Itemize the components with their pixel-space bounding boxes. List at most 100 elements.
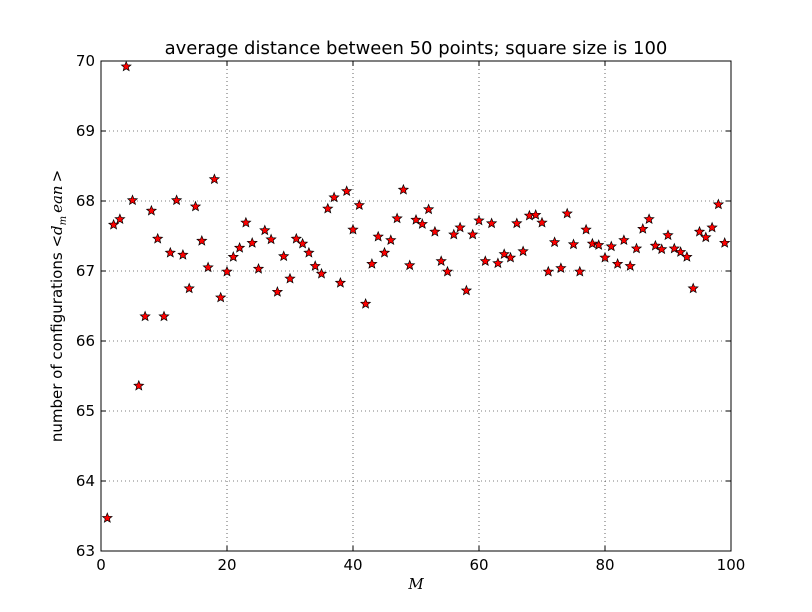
data-point [152,232,164,244]
data-point [511,217,523,229]
data-point [674,246,687,257]
data-point [561,207,573,219]
data-point [687,282,699,294]
data-point [353,199,365,211]
y-axis-label-math-base: d [48,225,66,235]
data-point [145,204,158,216]
data-point [492,257,504,269]
data-point [139,310,151,322]
chart-title: average distance between 50 points; squa… [165,38,668,59]
data-point [681,251,693,262]
data-point [196,234,208,246]
data-point [240,216,252,228]
data-point [265,233,277,245]
data-point [233,241,246,253]
data-point [435,255,447,267]
data-point [378,246,391,258]
data-point [366,258,378,269]
data-point [441,265,454,277]
data-point [372,230,384,242]
data-point [391,212,403,224]
data-point [574,265,586,277]
x-tick-label: 20 [217,556,236,574]
data-point [322,202,334,214]
y-axis-label-prefix: number of configurations < [48,235,66,442]
data-point [700,231,712,243]
y-tick-label: 64 [76,472,95,490]
data-point [605,240,617,252]
data-point [221,265,233,277]
data-point [208,173,221,185]
data-point [637,223,649,234]
data-point [215,291,227,303]
y-axis-label-suffix: > [48,170,66,183]
data-point [668,242,680,254]
x-tick-label: 40 [343,556,362,574]
data-point [126,194,139,206]
data-point [177,248,189,260]
data-point [422,203,435,215]
y-axis-label-math-rest: ean [48,185,66,212]
data-point [536,216,548,228]
data-point [290,232,302,244]
x-axis-label: M [407,575,424,593]
data-point [397,183,410,195]
y-tick-label: 66 [76,332,95,350]
data-point [693,225,706,237]
y-tick-label: 65 [76,402,95,420]
data-point [530,209,542,220]
data-points [101,60,731,523]
data-point [454,221,466,233]
data-point [580,223,592,235]
y-tick-label: 68 [76,192,95,210]
data-point [649,239,662,251]
x-tick-label: 100 [717,556,746,574]
y-axis-label-math-sub: m [58,216,69,225]
data-point [284,272,296,284]
data-point [404,259,416,271]
data-point [259,224,271,236]
y-axis-label: number of configurations <dm ean > [48,170,69,442]
data-point [410,213,422,225]
data-point [630,242,643,254]
data-point [460,284,473,296]
data-point [504,251,517,263]
data-point [183,282,195,294]
y-tick-label: 67 [76,262,95,280]
data-point [624,260,636,271]
data-point [416,218,428,229]
data-point [548,236,561,248]
y-tick-label: 70 [76,52,95,70]
data-point [567,238,580,250]
data-point [271,286,284,297]
data-point [662,229,674,241]
data-point [359,297,372,309]
x-tick-label: 80 [595,556,614,574]
data-point [107,218,120,230]
data-point [341,185,353,197]
data-point [593,239,605,250]
data-point [643,213,655,225]
data-point [227,251,239,262]
data-point [296,237,309,249]
data-point [719,237,731,248]
axis-ticks: 0 20 40 60 80 100 63 64 65 66 67 68 69 70 [76,52,745,574]
data-point [448,228,460,240]
data-point [656,243,668,255]
data-point [309,260,321,271]
data-point [246,237,258,248]
data-point [586,237,599,249]
data-point [315,267,328,279]
data-point [170,194,183,206]
data-point [303,246,315,258]
data-point [120,60,132,72]
data-point [114,213,126,225]
data-point [485,217,498,229]
data-point [517,245,529,257]
data-point [429,225,441,237]
data-point [555,262,567,274]
y-tick-label: 63 [76,542,95,560]
data-point [328,191,340,203]
data-point [101,512,113,523]
